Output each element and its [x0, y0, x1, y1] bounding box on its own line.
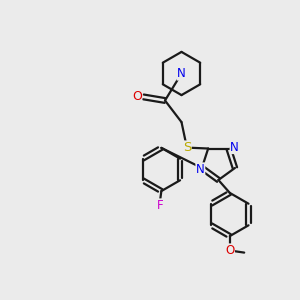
Text: O: O	[225, 244, 234, 257]
Text: F: F	[157, 199, 163, 212]
Text: N: N	[177, 67, 186, 80]
Text: S: S	[183, 141, 191, 154]
Text: N: N	[196, 163, 205, 176]
Text: O: O	[132, 90, 142, 103]
Text: N: N	[230, 140, 239, 154]
